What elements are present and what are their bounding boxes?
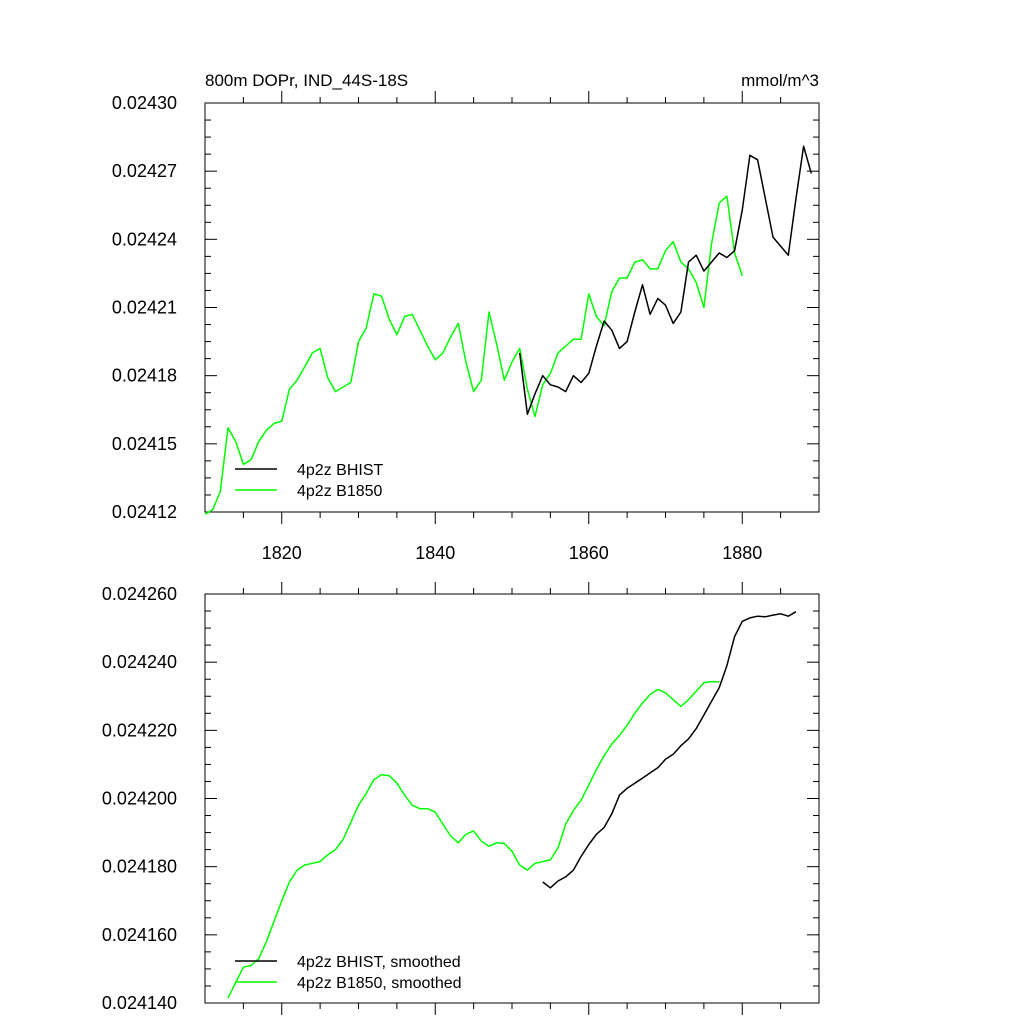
y-tick-label: 0.024180: [102, 857, 177, 877]
x-tick-label: 1860: [569, 543, 609, 563]
plot-frame-top: [204, 102, 820, 513]
y-tick-label: 0.024260: [102, 584, 177, 604]
legend-bottom: 4p2z BHIST, smoothed 4p2z B1850, smoothe…: [235, 954, 462, 992]
y-tick-label: 0.02418: [112, 366, 177, 386]
y-tick-label: 0.024240: [102, 652, 177, 672]
x-tick-label: 1820: [262, 543, 302, 563]
y-tick-label: 0.024160: [102, 925, 177, 945]
x-tick-label: 1840: [415, 543, 455, 563]
x-tick-label: 1880: [722, 543, 762, 563]
chart-title: 800m DOPr, IND_44S-18S: [205, 71, 408, 90]
y-tick-label: 0.02415: [112, 434, 177, 454]
legend-label-b1850-smoothed: 4p2z B1850, smoothed: [297, 975, 462, 992]
legend-label-bhist-smoothed: 4p2z BHIST, smoothed: [297, 954, 461, 971]
series-line-4p2z-b1850: [204, 195, 744, 515]
top-panel: 800m DOPr, IND_44S-18S mmol/m^3 1820 1840…: [112, 71, 820, 563]
series-group-bottom: [227, 611, 797, 999]
axis-ticks-top: 1820 1840 1860 1880 0.02412 0.02415 0.02418 0.0…: [112, 91, 819, 563]
y-tick-label: 0.02424: [112, 229, 177, 249]
units-label: mmol/m^3: [741, 71, 819, 90]
y-tick-label: 0.024140: [102, 993, 177, 1013]
legend-label-b1850: 4p2z B1850: [297, 483, 383, 500]
y-tick-label: 0.02427: [112, 161, 177, 181]
y-tick-label: 0.024220: [102, 720, 177, 740]
y-tick-label: 0.02412: [112, 502, 177, 522]
series-line-4p2z-bhist-smoothed: [542, 611, 797, 889]
legend-label-bhist: 4p2z BHIST: [297, 462, 383, 479]
series-group-top: [204, 145, 813, 515]
axis-ticks-bottom: 0.024140 0.024160 0.024180 0.024200 0.024220…: [102, 582, 819, 1015]
y-tick-label: 0.024200: [102, 789, 177, 809]
y-tick-label: 0.02421: [112, 298, 177, 318]
bottom-panel: 0.024140 0.024160 0.024180 0.024200 0.024220…: [102, 582, 820, 1015]
series-line-4p2z-bhist: [518, 145, 813, 416]
series-line-4p2z-b1850-smoothed: [227, 680, 720, 999]
y-tick-label: 0.02430: [112, 93, 177, 113]
plot-frame-bottom: [204, 593, 820, 1004]
legend-top: 4p2z BHIST 4p2z B1850: [235, 462, 383, 500]
